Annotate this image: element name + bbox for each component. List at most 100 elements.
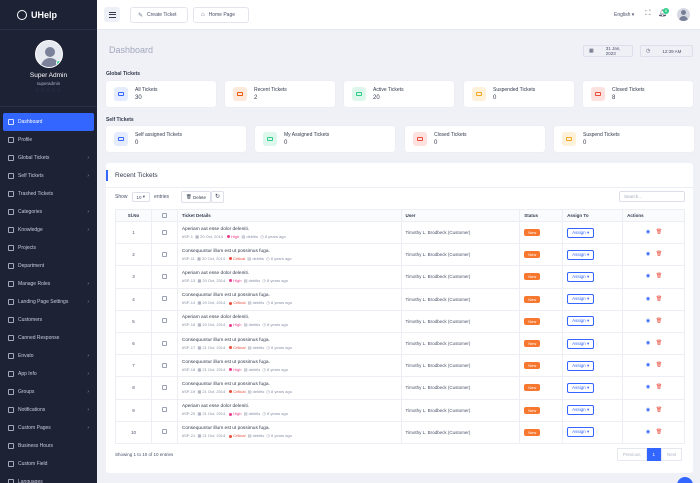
col-ticket-details[interactable]: Ticket Details	[176, 209, 402, 222]
cell-select[interactable]	[150, 309, 178, 333]
sidebar-item-categories[interactable]: Categories ›	[0, 203, 97, 221]
row-checkbox[interactable]	[161, 362, 167, 368]
sidebar-item-custom-field[interactable]: Custom Field	[0, 455, 97, 473]
sidebar-item-department[interactable]: Department	[0, 257, 97, 275]
cell-select[interactable]	[150, 243, 178, 267]
sidebar-item-canned-response[interactable]: Canned Response	[0, 329, 97, 347]
col-status[interactable]: Status	[519, 209, 564, 222]
sidebar-item-custom-pages[interactable]: Custom Pages ›	[0, 419, 97, 437]
view-eye-icon[interactable]: ◉	[645, 406, 651, 413]
bell-icon[interactable]: 🔔︎	[658, 10, 667, 17]
sidebar-item-manage-roles[interactable]: Manage Roles ›	[0, 275, 97, 293]
table-row[interactable]: 1 Aperiam aut esse dolor deleniti. #SP-1 ▦…	[115, 220, 685, 245]
ticket-title-link[interactable]: Aperiam aut esse dolor deleniti.	[181, 404, 250, 410]
sidebar-item-trashed-tickets[interactable]: Trashed Tickets	[0, 185, 97, 203]
ticket-title-link[interactable]: Consequuntur illum est ut possimus fuga.	[181, 337, 270, 343]
row-checkbox[interactable]	[161, 318, 167, 324]
stat-card-all-tickets[interactable]: All Tickets 30	[106, 81, 216, 107]
view-eye-icon[interactable]: ◉	[645, 384, 651, 391]
cell-select[interactable]	[150, 265, 178, 289]
scroll-top-button[interactable]	[677, 477, 693, 483]
assign-dropdown-button[interactable]: Assign ▾	[567, 427, 595, 438]
view-eye-icon[interactable]: ◉	[645, 229, 651, 236]
assign-dropdown-button[interactable]: Assign ▾	[567, 316, 595, 327]
view-eye-icon[interactable]: ◉	[645, 428, 651, 435]
pagination-page[interactable]: 1	[646, 448, 662, 461]
table-row[interactable]: 5 Aperiam aut esse dolor deleniti. #SP-16 …	[115, 309, 685, 333]
delete-trash-icon[interactable]: 🗑︎	[655, 273, 663, 280]
assign-dropdown-button[interactable]: Assign ▾	[567, 405, 595, 416]
sidebar-item-business-hours[interactable]: Business Hours	[0, 437, 97, 455]
ticket-title-link[interactable]: Consequuntur illum est ut possimus fuga.	[181, 359, 270, 365]
sidebar-item-customers[interactable]: Customers	[0, 311, 97, 329]
sidebar-item-languages[interactable]: Languages	[0, 473, 97, 483]
cell-select[interactable]	[150, 398, 178, 422]
assign-dropdown-button[interactable]: Assign ▾	[567, 382, 595, 393]
menu-toggle-button[interactable]	[104, 7, 120, 22]
delete-trash-icon[interactable]: 🗑︎	[655, 295, 663, 302]
user-avatar[interactable]	[677, 8, 690, 21]
cell-select[interactable]	[150, 220, 178, 245]
assign-dropdown-button[interactable]: Assign ▾	[567, 249, 595, 260]
col-slno[interactable]: Sl.No	[115, 209, 152, 222]
ticket-title-link[interactable]: Consequuntur illum est ut possimus fuga.	[181, 293, 270, 299]
profile-avatar[interactable]	[34, 40, 63, 68]
select-all-checkbox[interactable]	[161, 212, 167, 218]
stat-card-closed-tickets[interactable]: Closed Tickets 0	[405, 126, 545, 152]
delete-trash-icon[interactable]: 🗑︎	[655, 428, 663, 435]
cell-select[interactable]	[150, 354, 178, 378]
delete-button[interactable]: 🗑︎ Delete	[181, 191, 211, 203]
sidebar-item-self-tickets[interactable]: Self Tickets ›	[0, 167, 97, 185]
create-ticket-button[interactable]: ✎ Create Ticket	[130, 7, 188, 23]
cell-select[interactable]	[150, 287, 178, 311]
cell-select[interactable]	[150, 376, 178, 400]
view-eye-icon[interactable]: ◉	[645, 317, 651, 324]
stat-card-closed-tickets[interactable]: Closed Tickets 8	[583, 81, 693, 107]
assign-dropdown-button[interactable]: Assign ▾	[567, 271, 595, 282]
entries-select[interactable]: 10 ▾	[131, 192, 151, 202]
view-eye-icon[interactable]: ◉	[645, 251, 651, 258]
assign-dropdown-button[interactable]: Assign ▾	[567, 360, 595, 371]
cell-select[interactable]	[150, 420, 178, 444]
sidebar-item-groups[interactable]: Groups ›	[0, 383, 97, 401]
col-select-all[interactable]	[150, 209, 178, 222]
table-row[interactable]: 6 Consequuntur illum est ut possimus fuga…	[115, 331, 685, 356]
stat-card-self-assigned-tickets[interactable]: Self assigned Tickets 0	[106, 126, 246, 152]
view-eye-icon[interactable]: ◉	[645, 362, 651, 369]
fullscreen-icon[interactable]: ⛶	[645, 10, 651, 17]
stat-card-active-tickets[interactable]: Active Tickets 20	[344, 81, 454, 107]
stat-card-suspended-tickets[interactable]: Suspended Tickets 0	[464, 81, 574, 107]
row-checkbox[interactable]	[161, 429, 167, 435]
pagination-next[interactable]: Next	[661, 448, 683, 461]
table-row[interactable]: 8 Consequuntur illum est ut possimus fuga…	[115, 376, 685, 400]
stat-card-suspend-tickets[interactable]: Suspend Tickets 0	[554, 126, 694, 152]
sidebar-item-projects[interactable]: Projects	[0, 239, 97, 257]
sidebar-item-profile[interactable]: Profile	[0, 131, 97, 149]
search-input[interactable]: Search...	[619, 191, 685, 202]
delete-trash-icon[interactable]: 🗑︎	[655, 406, 663, 413]
sidebar-item-knowledge[interactable]: Knowledge ›	[0, 221, 97, 239]
sidebar-item-dashboard[interactable]: Dashboard	[3, 113, 94, 131]
ticket-title-link[interactable]: Aperiam aut esse dolor deleniti.	[181, 270, 250, 276]
col-user[interactable]: User	[400, 209, 521, 222]
row-checkbox[interactable]	[161, 229, 167, 235]
assign-dropdown-button[interactable]: Assign ▾	[567, 294, 595, 305]
home-page-button[interactable]: ⌂ Home Page	[193, 7, 249, 23]
stat-card-recent-tickets[interactable]: Recent Tickets 2	[225, 81, 335, 107]
ticket-title-link[interactable]: Aperiam aut esse dolor deleniti.	[181, 315, 250, 321]
table-row[interactable]: 10 Consequuntur illum est ut possimus fug…	[115, 420, 685, 444]
sidebar-item-global-tickets[interactable]: Global Tickets ›	[0, 149, 97, 167]
ticket-title-link[interactable]: Consequuntur illum est ut possimus fuga.	[181, 381, 270, 387]
table-row[interactable]: 7 Consequuntur illum est ut possimus fuga…	[115, 354, 685, 378]
row-checkbox[interactable]	[161, 296, 167, 302]
view-eye-icon[interactable]: ◉	[645, 273, 651, 280]
sidebar-item-notifications[interactable]: Notifications ›	[0, 401, 97, 419]
ticket-title-link[interactable]: Consequuntur illum est ut possimus fuga.	[181, 426, 270, 432]
sidebar-item-envato[interactable]: Envato ›	[0, 347, 97, 365]
row-checkbox[interactable]	[161, 384, 167, 390]
ticket-title-link[interactable]: Consequuntur illum est ut possimus fuga.	[181, 248, 270, 254]
cell-select[interactable]	[150, 331, 178, 356]
brand[interactable]: UHelp	[0, 0, 97, 30]
refresh-button[interactable]: ↻	[211, 191, 224, 203]
table-row[interactable]: 9 Aperiam aut esse dolor deleniti. #SP-20 …	[115, 398, 685, 422]
